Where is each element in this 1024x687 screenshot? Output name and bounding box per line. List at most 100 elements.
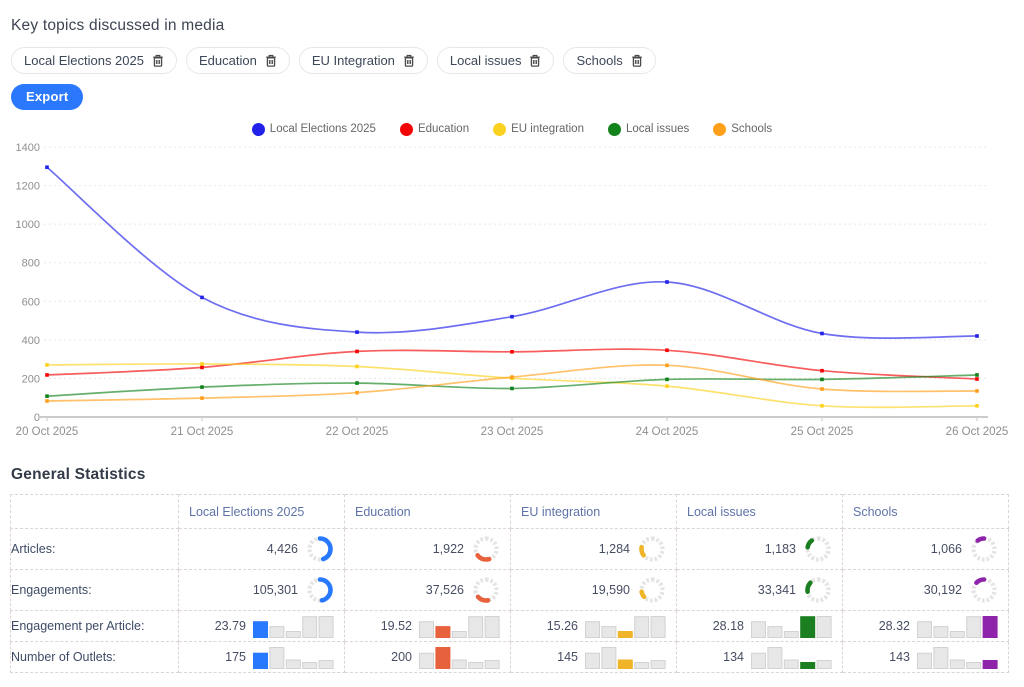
topic-chip-4[interactable]: Local issues [436,47,555,74]
share-donut-chart [969,534,999,564]
stats-value: 4,426 [266,542,298,556]
legend-item-5[interactable]: Schools [713,122,772,136]
stats-cell: 1,284 [510,528,677,570]
stats-cell: 1,066 [842,528,1009,570]
topic-chip-label: Schools [576,52,623,68]
stats-row-label: Articles: [10,528,179,570]
stats-value: 28.18 [712,619,744,633]
comparison-mini-bars [419,614,501,638]
legend-color-dot [399,122,413,136]
share-donut-chart [471,575,501,605]
stats-value: 1,284 [598,542,630,556]
legend-label: EU integration [511,123,584,135]
svg-text:600: 600 [22,296,40,308]
legend-color-dot [493,122,507,136]
page-title: Key topics discussed in media [11,17,225,34]
topic-chip-label: Local issues [449,52,522,68]
stats-cell-content: 143 [843,645,1008,669]
stats-cell: 28.32 [842,610,1009,642]
stats-cell-content: 134 [677,645,842,669]
share-donut-chart [637,534,667,564]
stats-column-header: Education [344,494,511,529]
stats-cell: 143 [842,641,1009,673]
share-donut-chart [969,575,999,605]
share-donut-chart [305,534,335,564]
stats-cell-content: 1,066 [843,534,1008,564]
svg-text:21 Oct 2025: 21 Oct 2025 [171,426,234,438]
stats-cell-content: 4,426 [179,534,344,564]
stats-cell-content: 145 [511,645,676,669]
delete-topic-trash-icon[interactable] [631,54,643,67]
stats-cell: 19.52 [344,610,511,642]
comparison-mini-bars [253,645,335,669]
export-button[interactable]: Export [11,84,84,110]
stats-row-number-of-outlets: Number of Outlets: 175 200 145 134 143 [10,641,1009,673]
delete-topic-trash-icon[interactable] [152,54,164,67]
stats-cell-content: 1,922 [345,534,510,564]
stats-row-label: Number of Outlets: [10,641,179,673]
stats-cell-content: 1,183 [677,534,842,564]
stats-cell-content: 28.32 [843,614,1008,638]
stats-cell: 19,590 [510,569,677,611]
chart-legend: Local Elections 2025 Education EU integrat… [0,118,1024,140]
stats-cell-content: 23.79 [179,614,344,638]
stats-cell-content: 19.52 [345,614,510,638]
stats-table-head: Local Elections 2025 Education EU integrat… [10,494,1009,529]
stats-cell: 105,301 [178,569,345,611]
svg-text:0: 0 [34,412,40,424]
stats-column-header: EU integration [510,494,677,529]
topic-chip-label: Local Elections 2025 [24,52,144,68]
stats-column-header: Local issues [676,494,843,529]
topic-chip-2[interactable]: Education [185,47,290,74]
comparison-mini-bars [751,645,833,669]
svg-text:1200: 1200 [16,181,40,193]
stats-cell: 1,922 [344,528,511,570]
stats-cell: 28.18 [676,610,843,642]
stats-cell-content: 28.18 [677,614,842,638]
share-donut-chart [305,575,335,605]
stats-value: 1,066 [930,542,962,556]
svg-text:1400: 1400 [16,142,40,154]
comparison-mini-bars [253,614,335,638]
stats-table-body: Articles: 4,426 1,922 1,284 1,183 1,066 Engage… [10,528,1009,673]
comparison-mini-bars [917,614,999,638]
stats-value: 30,192 [923,583,962,597]
stats-cell: 30,192 [842,569,1009,611]
legend-item-1[interactable]: Local Elections 2025 [251,122,376,136]
svg-text:26 Oct 2025: 26 Oct 2025 [946,426,1009,438]
stats-row-label: Engagement per Article: [10,610,179,642]
stats-value: 134 [723,650,744,664]
topic-chip-label: EU Integration [311,52,395,68]
share-donut-chart [803,575,833,605]
delete-topic-trash-icon[interactable] [265,54,277,67]
legend-label: Local Elections 2025 [269,123,376,135]
delete-topic-trash-icon[interactable] [529,54,541,67]
share-donut-chart [637,575,667,605]
legend-item-2[interactable]: Education [399,122,469,136]
stats-cell: 145 [510,641,677,673]
topic-chip-1[interactable]: Local Elections 2025 [11,47,177,74]
stats-cell-content: 175 [179,645,344,669]
topic-chip-5[interactable]: Schools [563,47,656,74]
legend-color-dot [607,122,621,136]
stats-cell-content: 30,192 [843,575,1008,605]
stats-cell: 33,341 [676,569,843,611]
stats-row-articles: Articles: 4,426 1,922 1,284 1,183 1,066 [10,528,1009,570]
topic-chip-3[interactable]: EU Integration [298,47,428,74]
stats-value: 33,341 [757,583,796,597]
legend-item-3[interactable]: EU integration [493,122,584,136]
stats-value: 1,183 [764,542,796,556]
stats-cell-content: 19,590 [511,575,676,605]
svg-text:23 Oct 2025: 23 Oct 2025 [481,426,544,438]
legend-color-dot [713,122,727,136]
delete-topic-trash-icon[interactable] [403,54,415,67]
stats-column-header: Schools [842,494,1009,529]
stats-cell-content: 200 [345,645,510,669]
stats-value: 200 [391,650,412,664]
legend-item-4[interactable]: Local issues [607,122,689,136]
stats-value: 19.52 [380,619,412,633]
stats-header-blank [10,494,179,529]
stats-value: 19,590 [591,583,630,597]
stats-value: 37,526 [425,583,464,597]
